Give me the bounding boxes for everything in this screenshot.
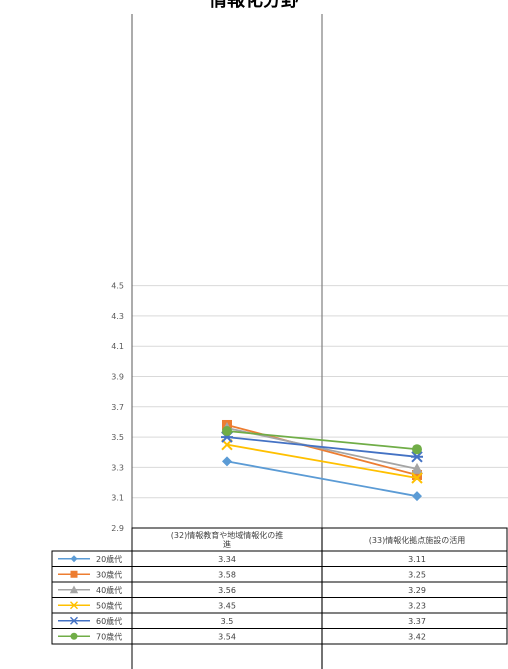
data-label: 3.29	[408, 586, 426, 595]
y-tick-label: 4.1	[111, 342, 124, 351]
data-label: 3.25	[408, 570, 426, 579]
series-line	[226, 443, 418, 479]
legend-label: 50歳代	[96, 600, 122, 610]
y-tick-label: 3.9	[111, 373, 124, 382]
data-point	[411, 472, 423, 484]
data-label: 3.54	[218, 632, 236, 641]
data-label: 3.42	[408, 632, 426, 641]
series-lines	[221, 419, 423, 502]
y-tick-label: 3.1	[111, 494, 124, 503]
data-label: 3.11	[408, 555, 426, 564]
legend-label: 20歳代	[96, 554, 122, 564]
data-point	[222, 456, 232, 467]
y-tick-label: 3.7	[111, 403, 124, 412]
legend-key-marker	[69, 616, 79, 625]
legend-label: 70歳代	[96, 631, 122, 641]
data-point	[412, 491, 422, 502]
legend-label: 30歳代	[96, 569, 122, 579]
data-point	[411, 462, 423, 474]
data-point	[222, 426, 232, 437]
category-label: (33)情報化拠点施設の活用	[369, 535, 465, 545]
y-tick-label: 3.3	[111, 463, 124, 472]
legend-key-marker	[70, 570, 78, 578]
data-point	[412, 469, 422, 480]
legend-key-marker	[70, 601, 78, 610]
y-tick-label: 4.3	[111, 312, 124, 321]
legend-key-marker	[69, 585, 79, 594]
data-label: 3.34	[218, 555, 236, 564]
data-label: 3.45	[218, 601, 236, 610]
y-tick-labels: 2.9 3.1 3.3 3.5 3.7 3.9 4.1 4.3 4.5	[111, 282, 124, 533]
table-row	[51, 628, 508, 645]
data-label: 3.56	[218, 586, 236, 595]
legend-key-marker	[70, 632, 78, 640]
series-line	[226, 430, 418, 451]
gridlines	[132, 285, 508, 529]
legend-label: 40歳代	[96, 585, 122, 595]
y-tick-label: 3.5	[111, 433, 124, 442]
data-label: 3.23	[408, 601, 426, 610]
legend-label: 60歳代	[96, 616, 122, 626]
chart-title: 情報化分野	[209, 0, 299, 11]
series-line	[226, 436, 418, 458]
legend-key-marker	[70, 555, 78, 563]
y-tick-label: 2.9	[111, 524, 124, 533]
y-tick-label: 4.5	[111, 282, 124, 291]
series-line	[226, 460, 418, 498]
category-label: 進	[223, 540, 231, 549]
category-label: (32)情報教育や地域情報化の推	[171, 530, 283, 540]
data-label: 3.5	[221, 617, 234, 626]
data-point	[412, 444, 422, 455]
data-label: 3.37	[408, 617, 426, 626]
data-label: 3.58	[218, 570, 236, 579]
data-point	[411, 451, 423, 463]
